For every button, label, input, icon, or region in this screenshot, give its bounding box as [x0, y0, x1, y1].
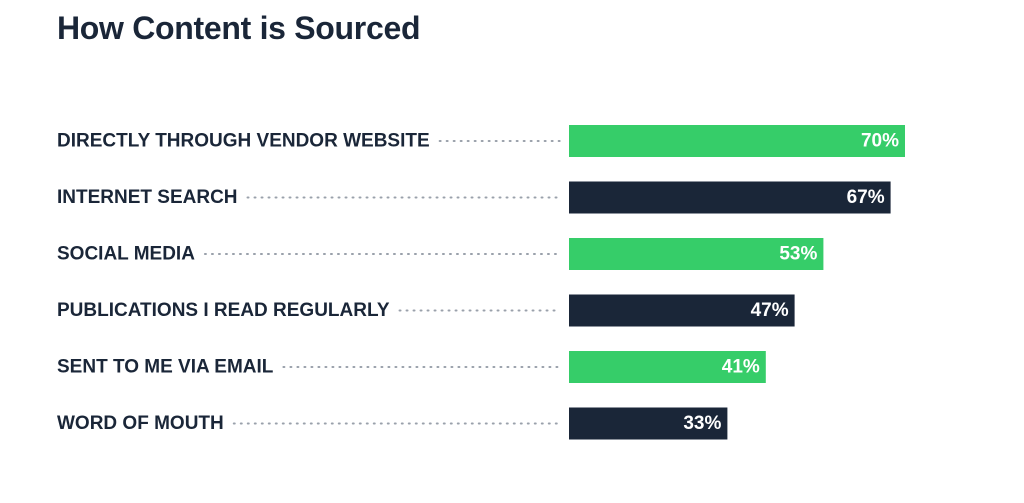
- category-label-social-media: SOCIAL MEDIA: [57, 244, 195, 265]
- bar-internet-search: [569, 181, 891, 214]
- bar-sent-to-me-via-email: [569, 351, 766, 383]
- category-label-internet-search: INTERNET SEARCH: [57, 187, 238, 208]
- value-label-internet-search: 67%: [847, 187, 885, 208]
- value-label-word-of-mouth: 33%: [683, 413, 721, 434]
- category-label-publications-i-read-regularly: PUBLICATIONS I READ REGULARLY: [57, 300, 390, 321]
- bar-word-of-mouth: [569, 407, 728, 440]
- bars-group: DIRECTLY THROUGH VENDOR WEBSITE 70% INTERN…: [57, 125, 905, 440]
- bar-directly-through-vendor-website: [569, 125, 905, 157]
- bar-social-media: [569, 238, 824, 270]
- chart-title: How Content is Sourced: [57, 10, 421, 46]
- value-label-social-media: 53%: [779, 244, 817, 265]
- value-label-sent-to-me-via-email: 41%: [722, 357, 760, 378]
- category-label-directly-through-vendor-website: DIRECTLY THROUGH VENDOR WEBSITE: [57, 131, 430, 152]
- bar-publications-i-read-regularly: [569, 294, 795, 327]
- category-label-sent-to-me-via-email: SENT TO ME VIA EMAIL: [57, 357, 274, 378]
- value-label-publications-i-read-regularly: 47%: [751, 300, 789, 321]
- category-label-word-of-mouth: WORD OF MOUTH: [57, 413, 224, 434]
- value-label-directly-through-vendor-website: 70%: [861, 131, 899, 152]
